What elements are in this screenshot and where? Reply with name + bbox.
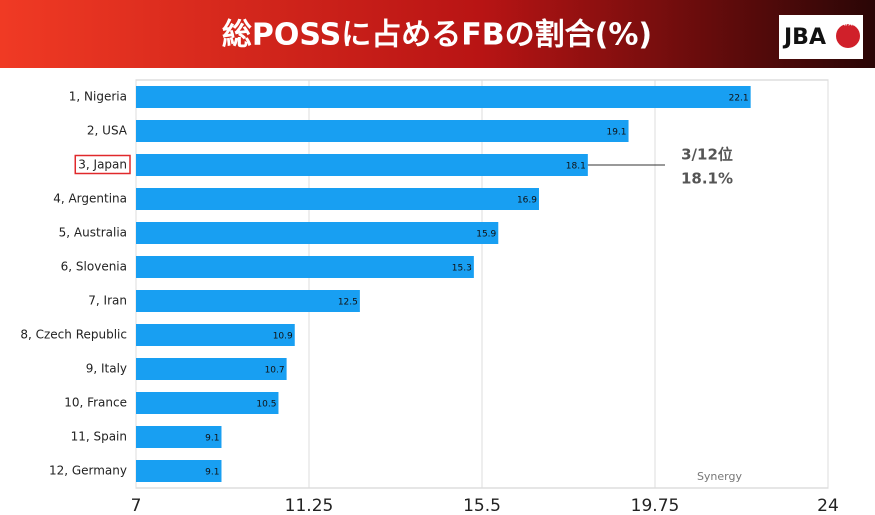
bar [136,86,751,108]
bar [136,358,287,380]
data-label: 19.1 [606,128,626,138]
data-label: 10.9 [273,332,293,342]
y-tick-label: 9, Italy [86,362,127,376]
x-tick-label: 7 [131,496,142,515]
y-tick-label: 12, Germany [49,464,127,478]
bar [136,392,279,414]
data-label: 18.1 [566,162,586,172]
bar [136,460,222,482]
logo-emblem [836,24,860,48]
y-tick-label: 11, Spain [71,430,127,444]
x-tick-label: 15.5 [463,496,501,515]
bar [136,222,499,244]
logo-subtext: JAPAN [839,22,857,28]
y-tick-label: 6, Slovenia [61,260,127,274]
data-label: 10.7 [265,366,285,376]
bar [136,188,539,210]
data-label: 9.1 [205,468,219,478]
logo-text: JBA [782,25,826,50]
data-label: 10.5 [256,400,276,410]
y-tick-label: 3, Japan [78,158,127,172]
y-tick-label: 10, France [64,396,127,410]
y-tick-label: 2, USA [87,124,128,138]
data-label: 16.9 [517,196,537,206]
data-label: 12.5 [338,298,358,308]
bar [136,290,360,312]
bar [136,154,588,176]
annotation: 18.1% [681,170,733,188]
data-label: 15.9 [476,230,496,240]
y-tick-label: 4, Argentina [53,192,127,206]
x-tick-label: 19.75 [631,496,680,515]
data-label: 9.1 [205,434,219,444]
x-tick-label: 24 [817,496,839,515]
bar [136,426,222,448]
bar [136,120,629,142]
y-tick-label: 7, Iran [88,294,127,308]
chart-title: 総POSSに占めるFBの割合(%) [222,18,652,53]
highlight-box [74,154,131,175]
data-label: 22.1 [729,94,749,104]
y-tick-label: 5, Australia [59,226,127,240]
data-label: 15.3 [452,264,472,274]
header-banner [0,0,875,68]
bar [136,324,295,346]
y-tick-label: 8, Czech Republic [20,328,127,342]
y-tick-label: 1, Nigeria [69,90,127,104]
annotation: 3/12位 [681,146,733,164]
source: Synergy [697,470,743,483]
x-tick-label: 11.25 [285,496,334,515]
bar [136,256,474,278]
